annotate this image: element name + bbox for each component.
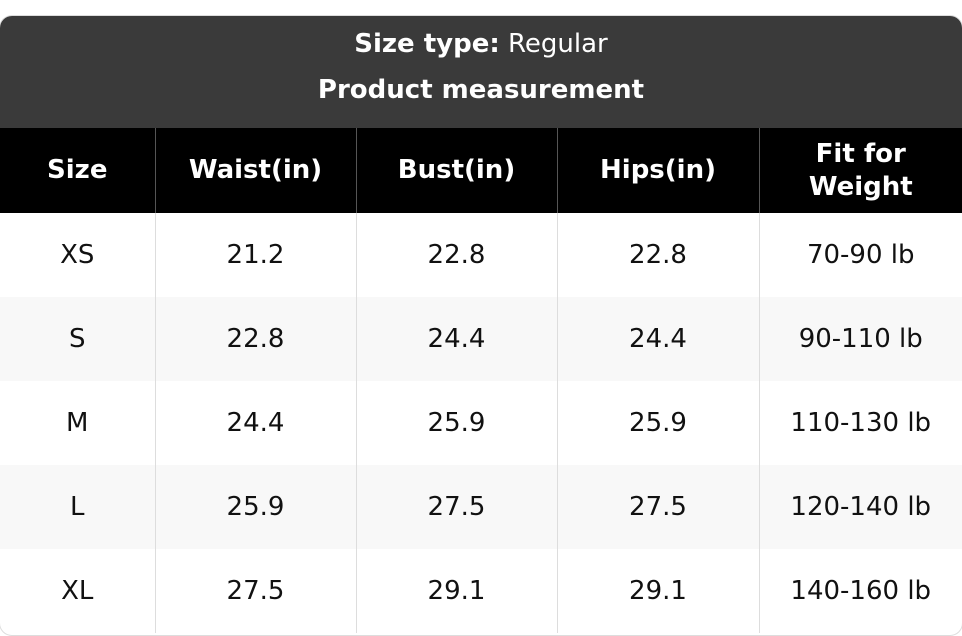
header-title: Product measurement — [317, 75, 645, 105]
table-cell: 25.9 — [154, 465, 356, 549]
table-row: M 24.4 25.9 25.9 110-130 lb — [0, 381, 962, 465]
table-cell: XS — [60, 240, 95, 270]
table-row: XL 27.5 29.1 29.1 140-160 lb — [0, 549, 962, 633]
size-chart-card: Size type: Regular Product measurement S… — [0, 16, 962, 635]
table-row: L 25.9 27.5 27.5 120-140 lb — [0, 465, 962, 549]
table-cell: S — [0, 297, 155, 381]
table-cell: 25.9 — [355, 381, 557, 465]
table-cell: 110-130 lb — [758, 381, 962, 465]
table-cell: 120-140 lb — [758, 465, 962, 549]
column-header-text: Fit for Weight — [808, 138, 913, 202]
column-header: Fit for Weight — [758, 128, 962, 213]
column-header-text: Bust(in) — [397, 155, 516, 185]
table-cell: 29.1 — [556, 549, 759, 633]
table-row: XS 21.2 22.8 22.8 70-90 lb — [0, 213, 962, 297]
column-header-text: Size — [47, 155, 108, 185]
table-cell: L — [0, 465, 155, 549]
table-cell: 22.8 — [154, 297, 356, 381]
table-body: XS 21.2 22.8 22.8 70-90 lb S 22.8 24.4 24.4 90-11… — [0, 213, 962, 633]
column-header: Size — [0, 128, 155, 213]
table-cell: 22.8 — [556, 213, 759, 297]
column-header-text: Hips(in) — [600, 155, 716, 185]
column-header-text: Waist(in) — [188, 155, 323, 185]
size-type-value: Regular — [508, 29, 608, 59]
table-cell: 24.4 — [154, 381, 356, 465]
table-cell: 22.8 — [355, 213, 557, 297]
table-cell: 27.5 — [556, 465, 759, 549]
table-cell: 140-160 lb — [758, 549, 962, 633]
table-cell: 25.9 — [556, 381, 759, 465]
table-cell: 24.4 — [355, 297, 557, 381]
table-cell: 21.2 — [154, 213, 356, 297]
size-type-line: Size type: Regular — [0, 16, 962, 72]
table-cell: 29.1 — [355, 549, 557, 633]
table-cell: XL — [61, 576, 94, 606]
header-row: Size Waist(in) Bust(in) Hips(in) Fit for Wei… — [0, 128, 962, 213]
header: Size type: Regular Product measurement — [0, 16, 962, 128]
column-header: Waist(in) — [154, 128, 356, 213]
column-header: Hips(in) — [556, 128, 759, 213]
column-header: Bust(in) — [355, 128, 557, 213]
table-cell: 27.5 — [154, 549, 356, 633]
table-row: S 22.8 24.4 24.4 90-110 lb — [0, 297, 962, 381]
table-cell: 27.5 — [355, 465, 557, 549]
table-cell: 24.4 — [556, 297, 759, 381]
table-cell: 70-90 lb — [758, 213, 962, 297]
size-table: Size Waist(in) Bust(in) Hips(in) Fit for Wei… — [0, 128, 962, 633]
size-type-label: Size type: — [354, 29, 500, 59]
table-cell: 90-110 lb — [758, 297, 962, 381]
table-cell: M — [66, 408, 89, 438]
